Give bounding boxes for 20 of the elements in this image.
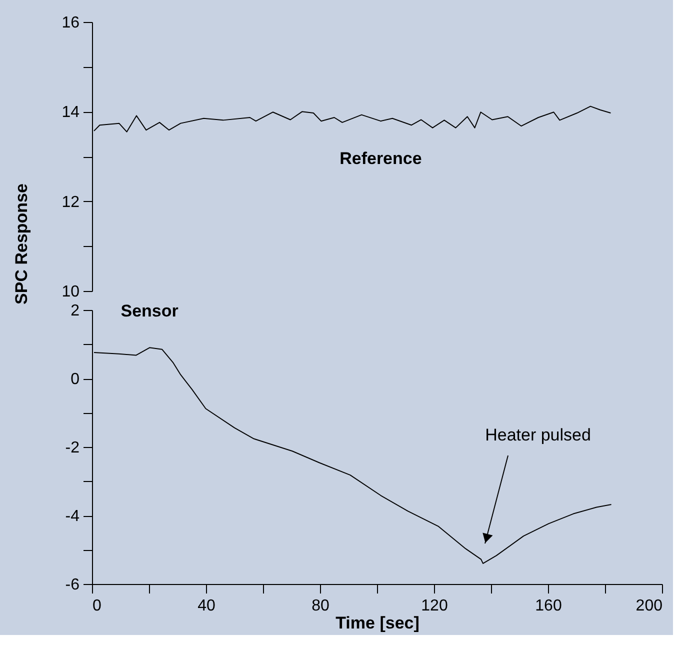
x-tick-label: 80 — [312, 598, 330, 614]
x-axis-title: Time [sec] — [336, 614, 420, 632]
y-tick-label: 12 — [62, 194, 80, 211]
y-tick-label: -4 — [65, 508, 80, 525]
y-axis-title: SPC Response — [12, 184, 31, 304]
series-label: Sensor — [120, 302, 179, 321]
x-tick-label: 160 — [535, 598, 562, 614]
y-tick-label: -6 — [65, 576, 80, 594]
y-tick-label: 2 — [70, 302, 80, 320]
y-tick-label: 14 — [62, 104, 80, 122]
x-tick-label: 0 — [92, 598, 102, 614]
x-tick-label: 120 — [421, 598, 448, 614]
annotation: Heater pulsed — [485, 425, 591, 444]
series-label: Reference — [340, 149, 422, 168]
x-tick-label: 40 — [198, 598, 216, 614]
y-tick-label: 10 — [62, 284, 80, 300]
y-tick-label: 0 — [70, 371, 80, 388]
y-tick-label: 16 — [62, 14, 80, 32]
y-tick-label: -2 — [65, 440, 80, 456]
x-tick-label: 200 — [636, 598, 663, 614]
